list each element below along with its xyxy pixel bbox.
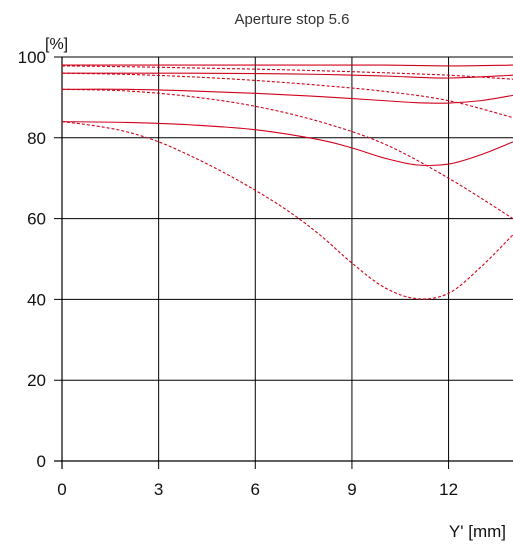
series-line-2-solid [61, 72, 513, 79]
x-tick-label: 3 [154, 480, 163, 499]
chart-title: Aperture stop 5.6 [234, 11, 349, 28]
series-line-6-dashed [61, 72, 513, 119]
series-line-7-dashed [61, 88, 513, 220]
curves [61, 64, 513, 300]
x-tick-label: 0 [57, 480, 66, 499]
x-tick-label: 12 [439, 480, 458, 499]
x-tick-label: 6 [251, 480, 260, 499]
grid [54, 56, 513, 469]
series-line-4-solid [61, 121, 513, 167]
tick-labels: 0 20 40 60 80 100 0 3 6 9 12 [18, 48, 458, 499]
y-tick-label: 80 [27, 129, 46, 148]
y-tick-label: 0 [37, 452, 46, 471]
x-axis-unit-label: Y' [mm] [449, 522, 506, 541]
y-tick-label: 20 [27, 371, 46, 390]
series-line-8-dashed [61, 121, 513, 300]
series-line-1-solid [62, 64, 513, 67]
series-line-3-solid [61, 88, 513, 104]
y-axis-unit-label: [%] [45, 36, 68, 53]
x-tick-label: 9 [347, 480, 356, 499]
y-tick-label: 40 [27, 290, 46, 309]
y-tick-label: 60 [27, 210, 46, 229]
series-line-5-dashed [61, 65, 513, 80]
y-tick-label: 100 [18, 48, 46, 67]
